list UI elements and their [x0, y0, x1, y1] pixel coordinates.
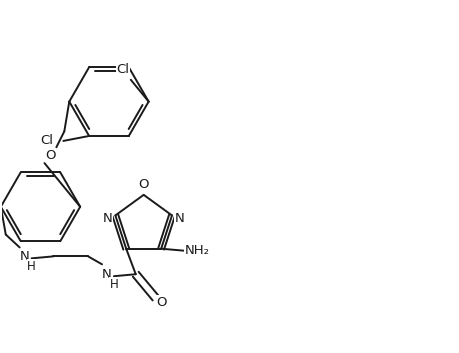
Text: Cl: Cl [116, 63, 129, 76]
Text: N: N [20, 250, 29, 263]
Text: N: N [175, 212, 185, 225]
Text: H: H [27, 260, 36, 273]
Text: NH₂: NH₂ [185, 244, 209, 257]
Text: H: H [110, 278, 118, 291]
Text: O: O [139, 178, 149, 191]
Text: O: O [45, 149, 56, 162]
Text: Cl: Cl [40, 134, 53, 148]
Text: N: N [102, 268, 112, 281]
Text: N: N [102, 212, 112, 225]
Text: O: O [156, 295, 167, 309]
